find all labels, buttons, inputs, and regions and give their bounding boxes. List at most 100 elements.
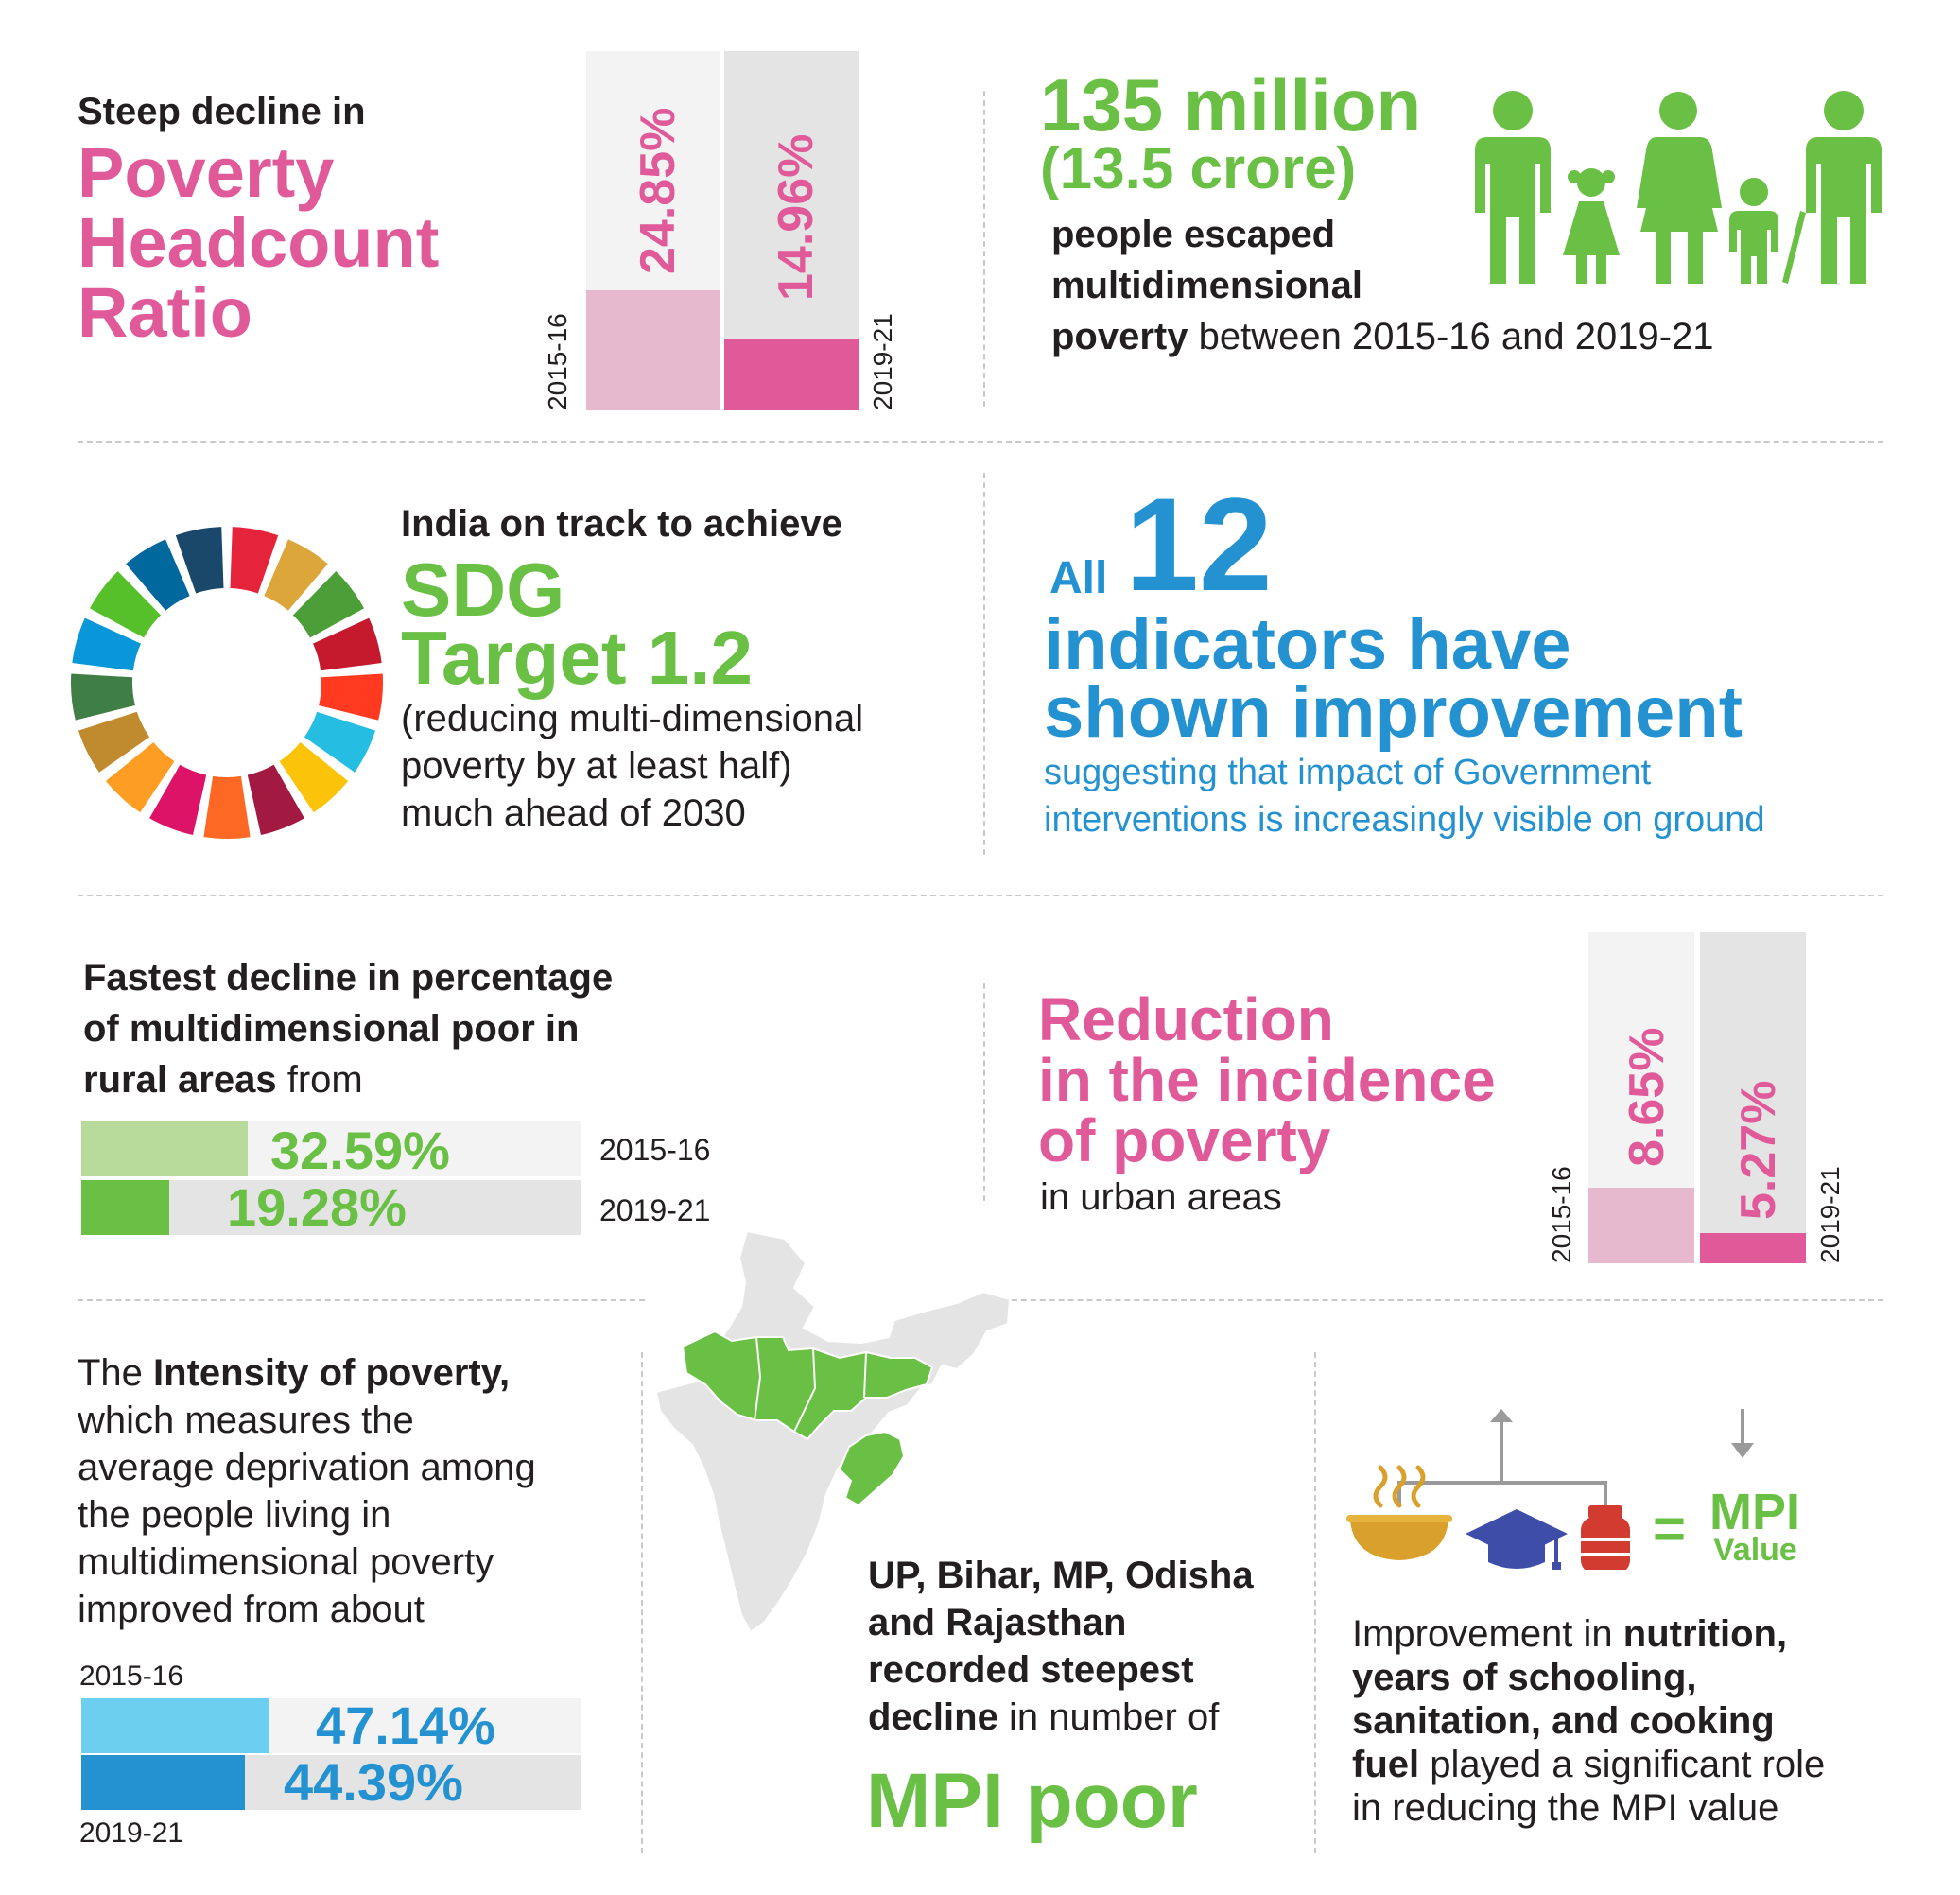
states-line4-rest: in number of <box>997 1696 1220 1738</box>
rural-bar-2015 <box>81 1121 248 1176</box>
sdg-wheel-segment <box>319 673 383 721</box>
divider <box>983 91 985 407</box>
urban-value-2019: 5.27% <box>1731 1080 1786 1220</box>
divider <box>78 1299 645 1301</box>
states-line4: decline in number of <box>868 1696 1219 1739</box>
intensity-line1-bold: Intensity of poverty, <box>153 1352 511 1394</box>
escaped-crore: (13.5 crore) <box>1040 136 1357 201</box>
mpi-para-line3: sanitation, and cooking <box>1352 1700 1775 1742</box>
intensity-year-2015: 2015-16 <box>79 1660 184 1692</box>
sdg-wheel-segment <box>203 775 251 839</box>
urban-year-2019: 2019-21 <box>1815 1166 1845 1263</box>
sdg-wheel-segment <box>78 711 150 773</box>
mpi-para-line4: fuel played a significant role <box>1352 1744 1825 1786</box>
escaped-line2: multidimensional <box>1051 265 1362 306</box>
mpi-para-line1: Improvement in nutrition, <box>1352 1613 1787 1656</box>
divider <box>1314 1352 1316 1853</box>
intensity-line3: average deprivation among <box>78 1447 536 1488</box>
intensity-value-2019: 44.39% <box>284 1752 463 1812</box>
intensity-line4: the people living in <box>78 1494 391 1536</box>
rural-value-2019: 19.28% <box>227 1177 407 1237</box>
rural-line3-bold: rural areas <box>83 1059 277 1101</box>
sdg-wheel-segment <box>175 527 224 594</box>
divider <box>983 983 985 1201</box>
states-line3: recorded steepest <box>868 1649 1194 1691</box>
sdg-wheel-segment <box>304 711 376 773</box>
mpi-para-line1-pre: Improvement in <box>1352 1613 1623 1655</box>
states-mpi-poor: MPI poor <box>866 1758 1198 1844</box>
sdg-wheel-segment <box>230 527 279 594</box>
rural-year-2015: 2015-16 <box>599 1133 711 1167</box>
gas-cylinder-icon <box>1581 1505 1630 1570</box>
mpi-para-line4-rest: played a significant role <box>1419 1744 1826 1785</box>
headcount-title-line2: Headcount <box>78 203 440 282</box>
rural-line2: of multidimensional poor in <box>83 1008 580 1050</box>
headcount-year-2015: 2015-16 <box>543 313 572 410</box>
rural-bar-track-2019 <box>81 1180 581 1235</box>
escaped-big-number: 135 million <box>1040 63 1422 147</box>
sdg-wheel-segment <box>313 617 382 671</box>
sdg-wheel-segment <box>105 742 175 813</box>
sdg-desc-line3: much ahead of 2030 <box>401 792 746 834</box>
sdg-wheel-segment <box>279 742 349 813</box>
urban-bar-2019 <box>1700 1233 1806 1263</box>
sdg-title-line2: Target 1.2 <box>401 616 753 700</box>
headcount-title-line3: Ratio <box>78 273 252 352</box>
indicators-number: 12 <box>1125 470 1273 618</box>
mpi-value-label: Value <box>1713 1532 1797 1568</box>
rural-bar-track-2015 <box>81 1121 581 1176</box>
mpi-icons-group <box>1346 1409 1754 1570</box>
headcount-bar-2015 <box>586 290 720 410</box>
sdg-wheel-segment <box>149 764 207 836</box>
sdg-wheel-segment <box>71 673 135 721</box>
divider <box>78 895 1883 896</box>
urban-title-line3: of poverty <box>1038 1106 1331 1174</box>
intensity-line2: which measures the <box>78 1400 414 1441</box>
urban-bar-2015 <box>1588 1188 1694 1263</box>
sdg-wheel-segment <box>89 571 162 638</box>
indicators-line2: shown improvement <box>1044 672 1743 753</box>
mpi-para-line4-bold: fuel <box>1352 1744 1420 1785</box>
rural-line1: Fastest decline in percentage <box>83 957 614 999</box>
intensity-bar-2019 <box>81 1755 245 1810</box>
mpi-para-line1-bold: nutrition, <box>1622 1613 1788 1655</box>
mpi-para-line5: in reducing the MPI value <box>1352 1787 1779 1829</box>
urban-year-2015: 2015-16 <box>1547 1166 1576 1263</box>
urban-value-2015: 8.65% <box>1620 1027 1674 1167</box>
sdg-desc-line1: (reducing multi-dimensional <box>401 698 864 739</box>
intensity-value-2015: 47.14% <box>316 1695 495 1755</box>
headcount-year-2019: 2019-21 <box>868 313 897 410</box>
indicators-sub-line1: suggesting that impact of Government <box>1044 753 1652 792</box>
food-bowl-icon <box>1346 1465 1452 1560</box>
mpi-label: MPI <box>1709 1484 1801 1540</box>
intensity-bar-track-2019 <box>81 1755 581 1810</box>
rural-line3-rest: from <box>276 1059 363 1101</box>
graduation-cap-icon <box>1466 1509 1568 1570</box>
family-icon <box>1475 91 1882 284</box>
sdg-wheel-segment <box>72 617 141 671</box>
arrow-up-icon <box>1397 1409 1607 1505</box>
headcount-bar-2019 <box>724 339 859 410</box>
intensity-line1-pre: The <box>78 1352 154 1394</box>
sdg-wheel-segment <box>247 764 304 836</box>
headcount-value-2019: 14.96% <box>769 133 824 301</box>
rural-year-2019: 2019-21 <box>599 1193 711 1227</box>
arrow-down-icon <box>1731 1409 1754 1458</box>
intensity-year-2019: 2019-21 <box>79 1817 184 1849</box>
sdg-title-line1: SDG <box>401 548 565 632</box>
states-line1: UP, Bihar, MP, Odisha <box>868 1555 1254 1596</box>
escaped-line1: people escaped <box>1051 214 1336 255</box>
divider <box>78 441 1883 443</box>
urban-title-line2: in the incidence <box>1038 1046 1496 1114</box>
indicators-line1: indicators have <box>1044 604 1571 685</box>
rural-bar-2019 <box>81 1180 169 1235</box>
urban-title-line1: Reduction <box>1038 985 1334 1053</box>
indicators-sub-line2: interventions is increasingly visible on… <box>1044 800 1765 840</box>
mpi-equals: = <box>1653 1497 1687 1560</box>
india-map-icon <box>654 1229 1012 1634</box>
sdg-wheel-segment <box>264 539 328 611</box>
intensity-line1: The Intensity of poverty, <box>78 1352 510 1395</box>
urban-subtitle: in urban areas <box>1040 1176 1282 1218</box>
sdg-wheel-segment <box>292 571 365 638</box>
headcount-title-line1: Poverty <box>78 133 335 212</box>
